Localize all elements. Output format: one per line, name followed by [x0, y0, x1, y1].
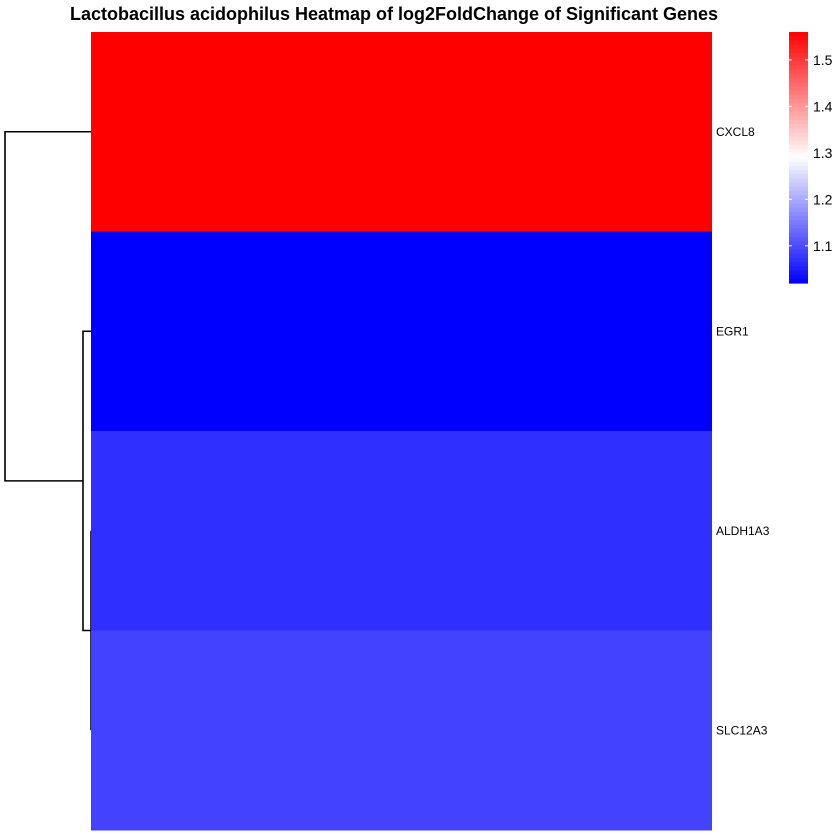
colorbar-segment: [789, 161, 808, 167]
colorbar-segment: [789, 182, 808, 188]
colorbar-segment: [789, 216, 808, 221]
colorbar-tick-label: 1.4: [813, 98, 833, 114]
heatmap-cells: [91, 32, 712, 831]
colorbar-segment: [789, 73, 808, 79]
colorbar-segment: [789, 195, 808, 200]
colorbar-segment: [789, 241, 808, 246]
colorbar-segment: [789, 48, 808, 54]
colorbar-segment: [789, 94, 808, 100]
row-dendrogram: [4, 130, 92, 731]
colorbar-segment: [789, 262, 808, 267]
colorbar-segment: [789, 140, 808, 146]
colorbar-segment: [789, 165, 808, 171]
colorbar-segment: [789, 174, 808, 180]
colorbar-segment: [789, 115, 808, 121]
colorbar-segment: [789, 236, 808, 242]
colorbar-segment: [789, 149, 808, 154]
colorbar-segment: [789, 228, 808, 234]
colorbar-segment: [789, 199, 808, 205]
colorbar-segment: [789, 266, 808, 272]
colorbar-segment: [789, 103, 808, 108]
colorbar-segment: [789, 65, 808, 71]
colorbar-segment: [789, 52, 808, 58]
colorbar-segment: [789, 128, 808, 133]
row-label-cxcl8: CXCL8: [716, 125, 755, 139]
colorbar-segment: [789, 257, 808, 263]
colorbar-segment: [789, 153, 808, 159]
colorbar-segment: [789, 61, 808, 67]
colorbar-segment: [789, 107, 808, 113]
row-label-egr1: EGR1: [716, 324, 749, 338]
colorbar-segment: [789, 245, 808, 251]
colorbar-segment: [789, 98, 808, 104]
colorbar-segment: [789, 274, 808, 280]
colorbar-segment: [789, 203, 808, 209]
colorbar-segment: [789, 111, 808, 117]
colorbar-segment: [789, 178, 808, 184]
colorbar-tick-label: 1.2: [813, 191, 833, 207]
colorbar-segment: [789, 82, 808, 87]
heatmap-cell-egr1: [91, 231, 712, 432]
colorbar-segment: [789, 278, 808, 284]
colorbar-segment: [789, 90, 808, 96]
colorbar-tick-label: 1.5: [813, 52, 833, 68]
colorbar-segment: [789, 136, 808, 142]
heatmap-cell-cxcl8: [91, 32, 712, 232]
colorbar-segment: [789, 157, 808, 163]
row-label-aldh1a3: ALDH1A3: [716, 524, 770, 538]
chart-title: Lactobacillus acidophilus Heatmap of log…: [70, 4, 718, 24]
colorbar-segment: [789, 69, 808, 75]
colorbar-segment: [789, 220, 808, 226]
colorbar-segment: [789, 144, 808, 150]
colorbar-segment: [789, 132, 808, 138]
row-label-slc12a3: SLC12A3: [716, 723, 768, 737]
colorbar-segment: [789, 170, 808, 175]
heatmap-cell-slc12a3: [91, 630, 712, 831]
colorbar-segment: [789, 249, 808, 255]
colorbar-segment: [789, 32, 808, 37]
row-labels: CXCL8 EGR1 ALDH1A3 SLC12A3: [716, 125, 770, 738]
colorbar-segment: [789, 270, 808, 276]
colorbar-segment: [789, 253, 808, 259]
colorbar-segment: [789, 190, 808, 196]
colorbar-segment: [789, 44, 808, 50]
color-legend: 1.1 1.2 1.3 1.4 1.5: [789, 32, 833, 284]
colorbar-segment: [789, 36, 808, 41]
colorbar-tick-label: 1.1: [813, 238, 833, 254]
colorbar-segment: [789, 124, 808, 129]
colorbar-tick-label: 1.3: [813, 145, 833, 161]
colorbar-segment: [789, 86, 808, 92]
dendrogram-branch-cxcl8: [4, 130, 91, 482]
colorbar-segment: [789, 119, 808, 125]
colorbar-segment: [789, 78, 808, 83]
colorbar-segment: [789, 232, 808, 238]
colorbar-segment: [789, 40, 808, 46]
colorbar-segment: [789, 186, 808, 192]
colorbar-segment: [789, 211, 808, 217]
dendrogram-branch-egr1: [82, 330, 91, 632]
colorbar-segment: [789, 57, 808, 62]
colorbar-segment: [789, 207, 808, 213]
colorbar-segment: [789, 224, 808, 230]
heatmap-cell-aldh1a3: [91, 431, 712, 631]
